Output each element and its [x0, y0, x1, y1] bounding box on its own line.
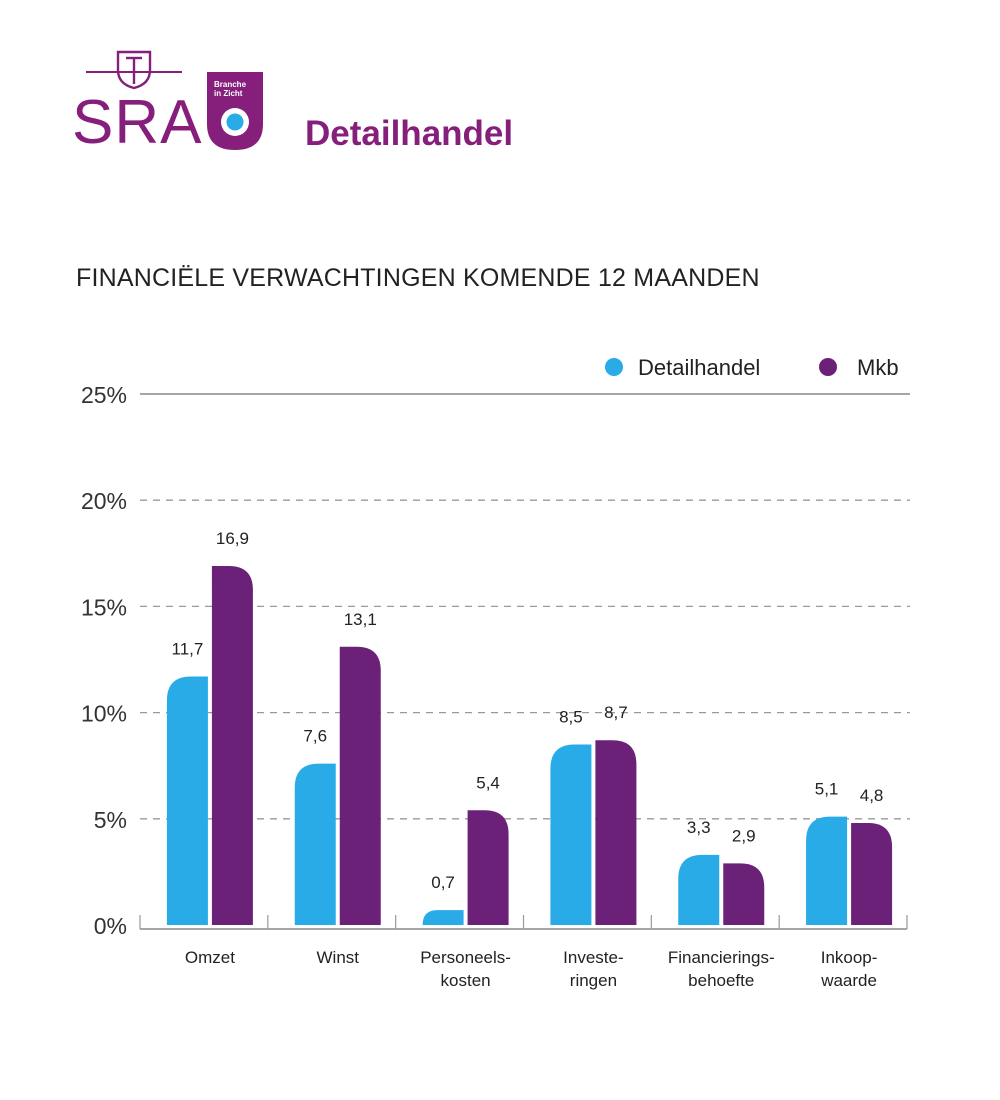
legend-label: Detailhandel [638, 355, 760, 380]
bar-detailhandel [550, 744, 592, 925]
sra-logo-text: SRA [72, 88, 203, 157]
x-tick-label: ringen [570, 971, 617, 990]
x-tick-label: kosten [441, 971, 491, 990]
y-tick-label: 10% [81, 701, 127, 727]
x-tick-label: Omzet [185, 948, 235, 967]
data-label: 5,4 [476, 773, 500, 792]
legend-marker-detailhandel [605, 358, 623, 376]
y-tick-label: 15% [81, 594, 127, 620]
bar-detailhandel [806, 816, 848, 925]
data-label: 8,5 [559, 707, 583, 726]
legend-label: Mkb [857, 355, 899, 380]
bar-detailhandel [166, 676, 208, 925]
data-label: 5,1 [815, 780, 839, 799]
badge-line-2: in Zicht [214, 89, 243, 98]
data-label: 2,9 [732, 826, 756, 845]
data-label: 13,1 [344, 610, 377, 629]
brand-title: Detailhandel [305, 114, 514, 153]
branche-in-zicht-badge-icon [207, 72, 263, 150]
chart-title: FINANCIËLE VERWACHTINGEN KOMENDE 12 MAAN… [76, 264, 760, 292]
data-label: 0,7 [431, 873, 455, 892]
x-tick-label: Winst [317, 948, 360, 967]
bar-mkb [851, 823, 893, 925]
header: SRA Branche in Zicht Detailhandel [0, 0, 1000, 200]
data-label: 4,8 [860, 786, 884, 805]
bar-mkb [723, 863, 765, 925]
y-tick-label: 5% [94, 807, 127, 833]
x-tick-label: Inkoop- [821, 948, 878, 967]
x-tick-label: Personeels- [420, 948, 511, 967]
data-label: 8,7 [604, 703, 628, 722]
bar-mkb [211, 566, 253, 925]
bar-detailhandel [678, 854, 720, 925]
data-label: 3,3 [687, 818, 711, 837]
x-tick-label: behoefte [688, 971, 754, 990]
x-tick-label: Investe- [563, 948, 623, 967]
y-tick-label: 25% [81, 382, 127, 408]
legend-marker-mkb [819, 358, 837, 376]
data-label: 7,6 [303, 727, 327, 746]
badge-text: Branche in Zicht [214, 80, 260, 98]
sra-logo-emblem-icon [86, 50, 182, 90]
y-tick-label: 0% [94, 913, 127, 939]
bar-detailhandel [294, 763, 336, 925]
data-label: 16,9 [216, 529, 249, 548]
y-tick-label: 20% [81, 488, 127, 514]
x-tick-label: Financierings- [668, 948, 775, 967]
data-label: 11,7 [172, 639, 204, 658]
bar-detailhandel [422, 910, 464, 925]
bar-mkb [339, 646, 381, 925]
badge-line-1: Branche [214, 80, 247, 89]
x-tick-label: waarde [820, 971, 877, 990]
bar-mkb [467, 810, 509, 925]
bar-mkb [595, 740, 637, 925]
